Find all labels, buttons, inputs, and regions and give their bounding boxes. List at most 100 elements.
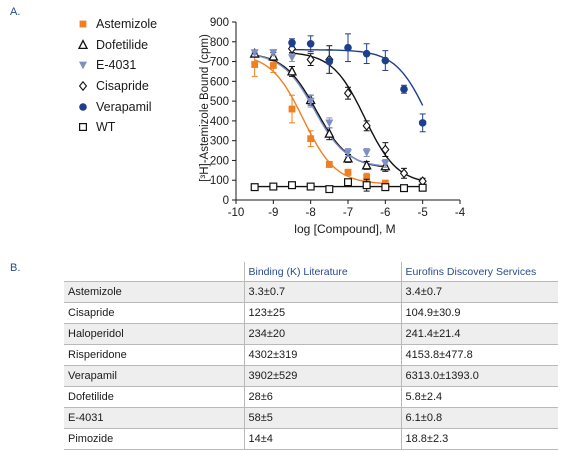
compound-cell: E-4031	[68, 412, 104, 424]
point-cisapride	[343, 88, 353, 99]
point-cisapride	[399, 168, 409, 179]
eurofins-cell: 3.4±0.7	[400, 281, 558, 303]
eurofins-cell: 241.4±21.4	[400, 323, 558, 345]
point-cisapride	[306, 54, 315, 65]
legend-symbol	[79, 20, 87, 28]
table-row: Pimozide 14±4 18.8±2.3	[64, 428, 558, 450]
legend-symbol	[78, 81, 88, 92]
chart-axes: -10 -9 -8 -7 -6 -5 -4 0 100 200 300 400 500 600 700 800…	[210, 17, 466, 219]
literature-cell: 28±6	[243, 386, 401, 408]
eurofins-cell: 104.9±30.9	[400, 302, 558, 324]
point-e-4031	[381, 160, 390, 168]
legend-marker-cisapride	[78, 81, 88, 92]
legend-item-astemizole: Astemizole	[76, 14, 157, 35]
point-wt	[418, 183, 427, 192]
fit-curve-astemizole	[254, 59, 386, 185]
legend-symbol	[79, 102, 87, 111]
legend-label: Astemizole	[96, 17, 158, 32]
point-astemizole	[269, 62, 277, 69]
point-verapamil	[418, 119, 427, 127]
legend-item-dofetilide: Dofetilide	[76, 35, 157, 56]
legend-item-wt: WT	[76, 117, 157, 138]
binding-table: Binding (K) Literature Eurofins Discover…	[64, 262, 558, 450]
eurofins-cell: 4153.8±477.8	[400, 344, 558, 366]
compound-cell: Cisapride	[68, 307, 115, 319]
literature-cell: 3902±529	[243, 365, 401, 387]
point-astemizole	[325, 161, 333, 168]
table-row: Haloperidol 234±20 241.4±21.4	[64, 323, 558, 345]
legend-label: E-4031	[96, 58, 137, 73]
point-wt	[344, 178, 353, 187]
compound-cell: Dofetilide	[68, 391, 114, 403]
table-row: Cisapride 123±25 104.9±30.9	[64, 302, 558, 324]
table-row: E-4031 58±5 6.1±0.8	[64, 407, 558, 429]
data-points	[249, 33, 427, 194]
legend-marker-astemizole	[79, 20, 87, 28]
table-header-row: Binding (K) Literature Eurofins Discover…	[64, 262, 558, 282]
point-e-4031	[288, 54, 296, 62]
x-tick-label: -5	[418, 207, 428, 219]
legend-symbol	[79, 62, 87, 70]
eurofins-cell: 6.1±0.8	[400, 407, 558, 429]
eurofins-cell: 18.8±2.3	[400, 428, 558, 450]
point-e-4031	[325, 119, 334, 128]
point-verapamil	[362, 49, 371, 58]
fit-curve-cisapride	[291, 52, 423, 182]
point-verapamil	[325, 57, 334, 66]
x-tick-label: -6	[380, 207, 390, 219]
compound-cell: Verapamil	[68, 370, 117, 382]
legend-item-cisapride: Cisapride	[76, 76, 157, 97]
y-tick-label: 600	[210, 76, 229, 88]
legend-marker-e-4031	[79, 62, 87, 70]
y-tick-label: 800	[210, 37, 229, 49]
legend-marker-verapamil	[79, 102, 87, 111]
panel-label-a: A.	[10, 6, 21, 18]
literature-cell: 58±5	[243, 407, 401, 429]
table-header-compound	[64, 262, 244, 282]
table-row: Astemizole 3.3±0.7 3.4±0.7	[64, 281, 558, 303]
compound-cell: Haloperidol	[68, 328, 124, 340]
table-header-eurofins: Eurofins Discovery Services	[400, 262, 558, 282]
panel-label-b: B.	[10, 262, 21, 274]
point-astemizole	[307, 135, 315, 143]
point-cisapride	[287, 43, 297, 54]
point-wt	[269, 182, 278, 191]
point-verapamil	[306, 39, 315, 48]
table-body: Astemizole 3.3±0.7 3.4±0.7 Cisapride 123±25 1…	[64, 281, 558, 450]
literature-cell: 123±25	[243, 302, 401, 324]
legend-label: Dofetilide	[96, 37, 149, 52]
fit-curve-verapamil	[292, 49, 424, 106]
table-header-literature: Binding (K) Literature	[243, 262, 401, 282]
y-tick-label: 900	[210, 17, 229, 29]
point-astemizole	[251, 61, 259, 68]
y-tick-label: 0	[223, 195, 229, 207]
y-tick-label: 400	[210, 116, 229, 128]
point-dofetilide	[324, 127, 335, 138]
point-wt	[381, 183, 390, 192]
table-row: Dofetilide 28±6 5.8±2.4	[64, 386, 558, 408]
x-tick-label: -9	[268, 207, 278, 219]
point-e-4031	[250, 49, 259, 58]
point-wt	[306, 182, 315, 191]
y-tick-label: 700	[210, 57, 229, 69]
x-axis-label: log [Compound], M	[294, 222, 395, 236]
point-wt	[325, 185, 334, 194]
legend-marker-wt	[78, 123, 88, 132]
point-verapamil	[400, 85, 408, 94]
point-wt	[288, 181, 297, 190]
point-astemizole	[363, 173, 371, 181]
point-wt	[362, 181, 371, 190]
legend-label: Cisapride	[96, 79, 149, 94]
x-tick-label: -10	[228, 207, 245, 219]
legend-symbol	[78, 123, 88, 132]
legend-symbol	[77, 39, 89, 49]
point-e-4031	[269, 49, 278, 58]
literature-cell: 14±4	[243, 428, 401, 450]
point-astemizole	[288, 105, 296, 113]
compound-cell: Risperidone	[68, 349, 127, 361]
legend-label: WT	[96, 120, 116, 135]
literature-cell: 234±20	[243, 323, 401, 345]
dose-response-chart: -10 -9 -8 -7 -6 -5 -4 0 100 200 300 400 500 600 700 800…	[199, 17, 466, 236]
y-tick-label: 200	[210, 155, 229, 167]
y-tick-label: 300	[210, 136, 229, 148]
